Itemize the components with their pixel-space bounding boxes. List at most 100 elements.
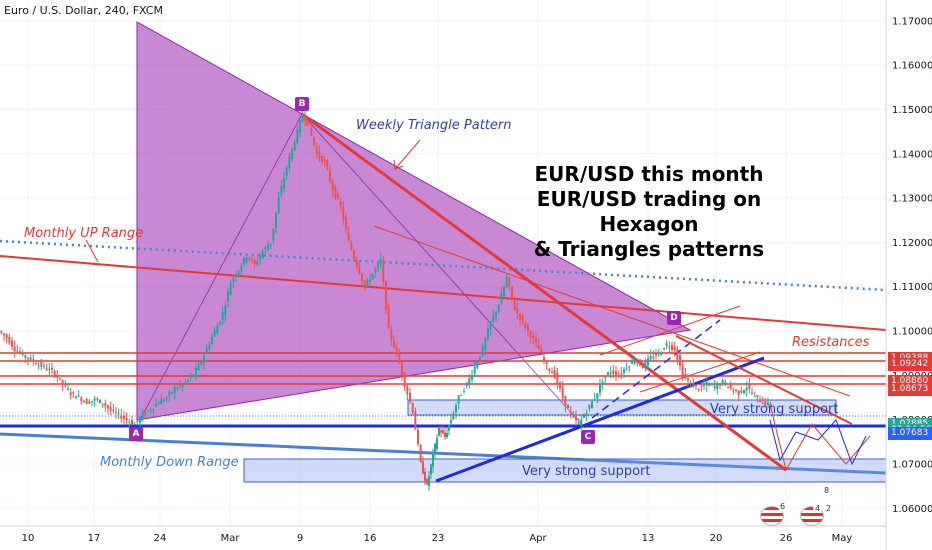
candle-body	[152, 408, 155, 410]
candle-body	[232, 278, 235, 282]
candle-body	[521, 315, 524, 321]
weekly-triangle-arrow	[395, 139, 421, 169]
candle-body	[165, 397, 168, 399]
candle-body	[369, 279, 371, 282]
candle-body	[107, 405, 109, 409]
candle-body	[192, 374, 195, 377]
candle-body	[176, 387, 179, 390]
candle-body	[141, 413, 144, 420]
candle-body	[668, 346, 671, 348]
candle-body	[96, 398, 99, 401]
candle-body	[133, 423, 136, 425]
candle-body	[299, 120, 301, 133]
candle-body	[705, 381, 708, 386]
candle-body	[593, 398, 596, 401]
candle-body	[304, 115, 306, 121]
candle-body	[676, 348, 679, 360]
candle-body	[200, 361, 203, 365]
candle-body	[293, 142, 296, 150]
candle-body	[131, 420, 133, 425]
candle-body	[745, 387, 748, 391]
candle-body	[719, 384, 721, 386]
candle-body	[647, 358, 649, 366]
y-tick-label: 1.13000	[892, 194, 932, 205]
candle-body	[83, 401, 85, 403]
candle-body	[77, 395, 80, 397]
candle-body	[229, 283, 232, 296]
candle-body	[769, 403, 772, 408]
x-tick-label: 10	[22, 533, 35, 544]
candle-body	[61, 380, 64, 385]
candle-body	[155, 403, 157, 407]
candle-body	[75, 396, 77, 399]
candle-body	[184, 381, 187, 383]
candle-body	[607, 372, 609, 375]
candle-body	[639, 359, 641, 366]
candle-body	[112, 409, 115, 412]
candle-body	[655, 353, 657, 356]
annotation-line-3: & Triangles patterns	[533, 237, 765, 261]
candle-body	[342, 206, 345, 220]
triangle-red-upper	[301, 112, 787, 472]
channel-red-2	[639, 351, 761, 393]
us-flag-icon[interactable]	[760, 506, 784, 526]
candle-body	[205, 348, 208, 353]
candle-body	[179, 384, 181, 386]
candle-body	[245, 257, 248, 263]
candle-body	[144, 413, 147, 415]
candle-body	[500, 293, 503, 305]
resistance-lines	[0, 352, 886, 385]
candle-body	[331, 180, 334, 191]
candle-body	[398, 353, 401, 364]
x-tick-label: 20	[710, 533, 723, 544]
candle-body	[628, 366, 631, 368]
candle-body	[434, 443, 436, 455]
candle-body	[532, 335, 535, 339]
candle-body	[221, 312, 224, 320]
candle-body	[211, 336, 213, 345]
candle-body	[382, 260, 385, 282]
candle-body	[495, 311, 497, 317]
chart-header: Euro / U.S. Dollar, 240, FXCM	[4, 4, 163, 17]
candle-body	[240, 265, 243, 272]
support-box-right	[407, 399, 837, 416]
candle-body	[171, 392, 173, 394]
candle-body	[468, 377, 471, 386]
candle-body	[19, 351, 21, 353]
candle-body	[269, 243, 272, 246]
candle-body	[48, 368, 51, 370]
candle-body	[277, 197, 280, 214]
candle-body	[505, 277, 508, 287]
annotation-line-2: EUR/USD trading on Hexagon	[536, 187, 762, 236]
candle-body	[88, 401, 91, 404]
candle-body	[692, 382, 695, 388]
candle-body	[85, 398, 88, 404]
main-annotation: EUR/USD this month EUR/USD trading on He…	[484, 162, 814, 262]
x-tick-label: Mar	[221, 533, 241, 544]
candle-body	[703, 385, 705, 387]
candle-body	[318, 151, 321, 158]
candle-body	[516, 307, 519, 314]
support-right-label: Very strong support	[710, 402, 839, 417]
candle-body	[259, 256, 261, 260]
candle-body	[735, 389, 737, 391]
candle-body	[585, 413, 588, 416]
candle-body	[21, 352, 24, 355]
price-tag: 1.09242	[888, 358, 932, 372]
candle-body	[321, 155, 323, 163]
candle-body	[377, 262, 379, 268]
candle-body	[136, 421, 139, 423]
candle-body	[543, 357, 545, 361]
weekly-triangle-shape	[136, 21, 692, 421]
candle-body	[753, 396, 756, 398]
candle-body	[457, 395, 460, 404]
candle-body	[713, 385, 716, 388]
candle-body	[448, 425, 450, 431]
candle-body	[93, 398, 96, 401]
candle-body	[27, 357, 29, 360]
candle-body	[442, 430, 444, 434]
candle-body	[147, 410, 149, 412]
candle-body	[37, 364, 40, 366]
point-d-marker: D	[667, 311, 681, 325]
